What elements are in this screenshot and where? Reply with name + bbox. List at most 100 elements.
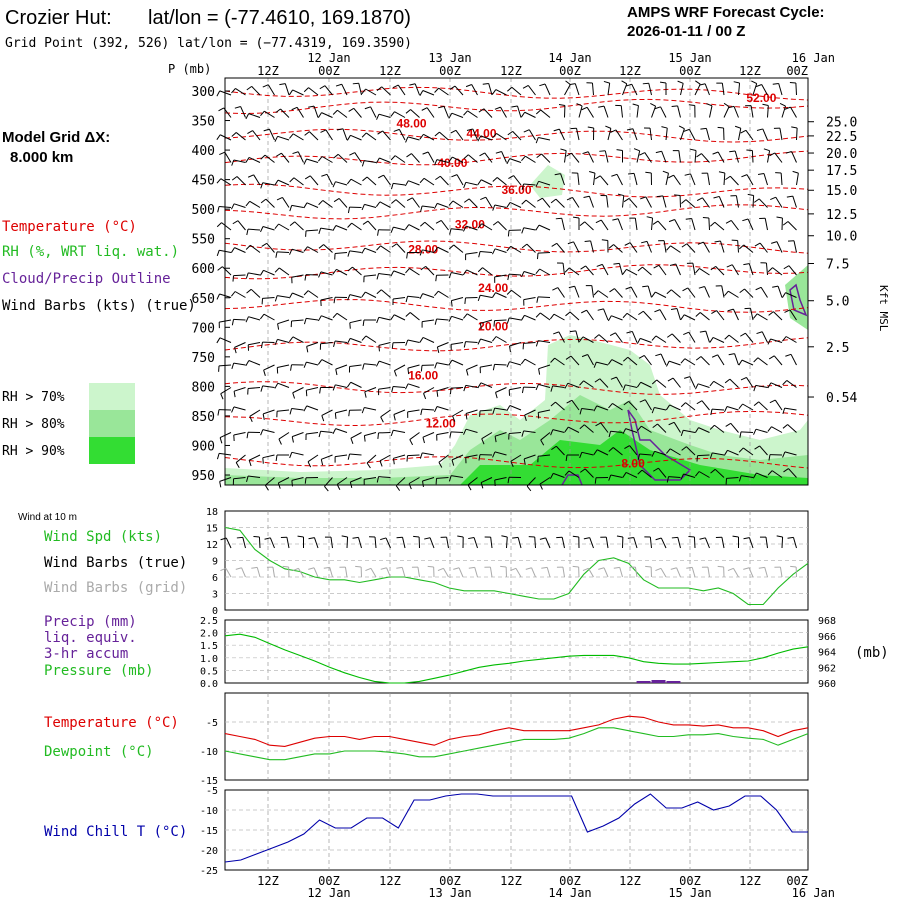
wind-barb-flag (245, 113, 250, 120)
grid-wind-barb (241, 567, 246, 578)
surface-wind-barb (242, 537, 246, 549)
wind-barb-flag (565, 311, 571, 317)
wind-barb (576, 128, 580, 141)
grid-wind-barb (764, 567, 768, 578)
surface-wind-barb (346, 536, 349, 549)
wind-barb-flag (603, 80, 610, 84)
wind-barb (494, 477, 507, 481)
wind-barb (495, 336, 507, 343)
surface-wind-barb (490, 537, 493, 549)
wind-barb-flag (348, 410, 350, 417)
wind-barb-flag (491, 89, 497, 95)
wind-barb-flag (506, 289, 512, 295)
wind-barb (540, 432, 551, 441)
wind-barb (735, 195, 739, 208)
wind-barb-flag (364, 106, 371, 110)
surface-wind-barb-flag (501, 535, 508, 538)
wind-barb (524, 314, 536, 321)
wind-barb-flag (622, 472, 627, 478)
grid-wind-barb-flag (541, 566, 548, 569)
wind-barb-flag (448, 156, 453, 163)
wind-barb (510, 454, 522, 462)
wind-barb (307, 246, 319, 253)
wind-barb-flag (406, 252, 408, 259)
grid-wind-barb-flag (758, 566, 765, 569)
wind-barb-flag (366, 462, 371, 469)
wind-barb-flag (495, 151, 502, 154)
wind-barb-flag (262, 457, 264, 464)
wind-barb (675, 263, 681, 276)
wind-barb-flag (404, 383, 409, 390)
wind-barb-flag (434, 362, 438, 369)
wind-barb (237, 220, 246, 231)
wind-barb (527, 85, 536, 96)
surface-wind-barb-flag (264, 537, 271, 540)
pressure-tick: 400 (192, 144, 215, 159)
wind-barb (723, 172, 726, 186)
wind-barb-flag (463, 182, 467, 189)
wind-barb (364, 274, 377, 277)
wind-barb-flag (669, 263, 676, 266)
panel-frame (224, 619, 809, 684)
pressure-tick: 550 (192, 233, 215, 248)
wind-barb (364, 407, 377, 411)
wind-barb-flag (375, 157, 380, 164)
wind-barb (758, 401, 768, 411)
wind-barb-flag (706, 103, 713, 107)
wind-barb (353, 107, 362, 118)
wind-barb (262, 226, 275, 231)
wind-barb-flag (726, 264, 733, 268)
wind-barb-flag (347, 250, 351, 257)
surface-wind-barb (781, 536, 784, 549)
wind-barb (336, 312, 348, 321)
wind-barb (590, 240, 594, 253)
wind-barb (364, 247, 377, 253)
wind-barb (335, 384, 348, 388)
wind-barb-flag (566, 196, 573, 201)
wind-barb-flag (584, 240, 591, 242)
y-tick-label: -10 (200, 806, 218, 817)
wind-barb-flag (376, 317, 380, 324)
wind-barb (777, 285, 783, 298)
wind-barb (248, 156, 261, 163)
wind-barb (354, 152, 362, 163)
surface-wind-barb (446, 537, 449, 549)
bottom-hour-label: 12Z (500, 874, 522, 888)
wind-barb-flag (621, 80, 628, 85)
grid-wind-barb (443, 568, 449, 578)
wind-barb-flag (448, 359, 453, 366)
wind-barb-flag (776, 216, 783, 219)
y-tick-label: -20 (200, 846, 218, 857)
grid-wind-barb (676, 567, 681, 578)
wind-barb-flag (361, 88, 367, 95)
panel-frame (224, 692, 809, 781)
wind-barb (482, 267, 493, 276)
wind-barb (567, 382, 580, 388)
wind-barb (584, 221, 594, 231)
wind-barb (335, 252, 348, 255)
wind-barb-flag (668, 421, 675, 426)
wind-barb (350, 134, 362, 141)
wind-barb-flag (463, 110, 468, 116)
wind-barb (220, 387, 232, 395)
wind-barb-flag (317, 315, 322, 322)
wind-barb (704, 286, 710, 298)
wind-barb-flag (477, 179, 482, 185)
wind-barb (517, 105, 522, 118)
wind-barb-flag (231, 88, 236, 94)
wind-barb-flag (626, 128, 633, 131)
wind-barb-flag (772, 82, 779, 85)
surface-wind-barb-flag (396, 536, 403, 539)
wind-barb (640, 337, 652, 343)
wind-barb-flag (622, 428, 627, 435)
cross-section-grid (267, 78, 751, 485)
wind-barb (409, 432, 420, 440)
wind-barb-flag (390, 183, 394, 190)
wind-barb (250, 288, 261, 298)
wind-barb (625, 471, 638, 478)
wind-barb (349, 294, 362, 298)
wind-barb-flag (492, 133, 497, 139)
wind-barb-flag (361, 247, 366, 254)
wind-barb-flag (347, 266, 353, 272)
wind-barb (555, 401, 565, 411)
